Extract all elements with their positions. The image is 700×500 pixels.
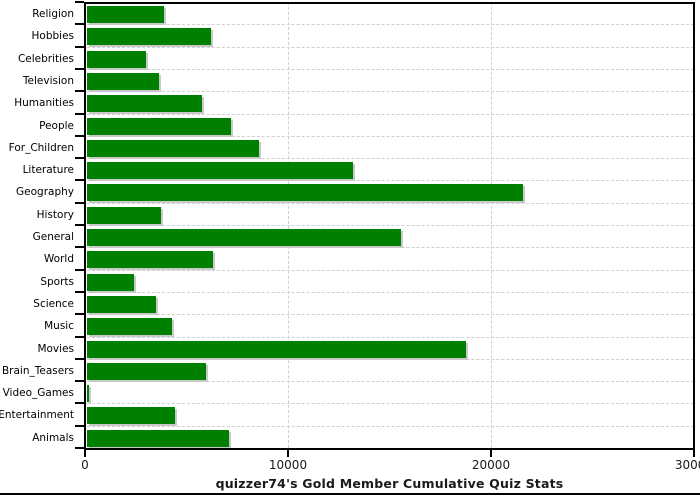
h-gridline [87,247,694,249]
plot-border-top [84,2,695,4]
x-axis-line [84,448,695,450]
bar-entertainment [87,407,176,425]
bar-video_games [87,385,90,403]
x-tick-label: 30000 [674,458,700,472]
y-axis-tick [75,313,84,316]
bar-people [87,117,232,135]
h-gridline [87,314,694,316]
h-gridline [87,291,694,293]
h-gridline [87,135,694,137]
h-gridline [87,381,694,383]
y-axis-tick [75,67,84,70]
y-axis-tick [75,380,84,383]
y-axis-tick [75,1,84,3]
h-gridline [87,68,694,70]
y-axis-tick [75,224,84,226]
bar-brain_teasers [87,362,206,380]
category-label: Video_Games [2,387,74,400]
y-axis-tick [75,112,84,115]
bar-animals [87,429,230,447]
bar-humanities [87,95,202,113]
y-axis-tick [75,357,84,360]
category-label: Sports [40,275,74,288]
bar-history [87,206,162,224]
bar-literature [87,162,353,180]
y-axis-tick [75,424,84,427]
chart-title: quizzer74's Gold Member Cumulative Quiz … [215,476,564,491]
h-gridline [87,113,694,115]
h-gridline [87,180,694,182]
bar-religion [87,6,165,23]
category-label: Humanities [14,97,74,110]
category-label: Brain_Teasers [1,364,74,377]
bar-geography [87,184,524,202]
h-gridline [87,202,694,204]
category-label: General [32,231,74,243]
plot-border-right [693,2,695,450]
h-gridline [87,24,694,26]
x-axis-tick [490,450,492,457]
category-label: World [43,253,74,266]
v-gridline [288,2,289,448]
h-gridline [87,91,694,93]
bar-celebrities [87,50,146,68]
x-axis-tick [84,450,86,457]
category-label: History [36,208,74,221]
x-tick-label: 0 [81,458,89,472]
y-axis-line [84,2,86,450]
h-gridline [87,425,694,427]
y-axis-tick [75,268,84,271]
category-label: Entertainment [0,409,74,422]
y-axis-tick [75,90,84,93]
x-axis-tick [693,450,695,457]
category-label: Science [33,297,74,310]
x-tick-label: 20000 [471,458,511,472]
y-axis-tick [75,179,84,182]
category-label: Religion [32,8,74,20]
bar-music [87,318,173,336]
y-axis-tick [75,134,84,137]
y-axis-tick [75,402,84,405]
h-gridline [87,46,694,48]
category-label: Geography [16,186,74,199]
h-gridline [87,403,694,405]
category-label: Television [22,74,74,87]
y-axis-tick [75,290,84,293]
bottom-border-line [0,493,700,495]
y-axis-tick [75,335,84,338]
category-label: Hobbies [31,30,75,43]
category-label: For_Children [8,141,74,154]
bar-sports [87,273,134,291]
category-label: Music [44,320,74,333]
y-axis-tick [75,447,84,449]
bar-for_children [87,139,259,157]
h-gridline [87,269,694,271]
v-gridline [491,2,492,448]
x-axis-tick [287,450,289,457]
bar-science [87,295,157,313]
y-axis-tick [75,157,84,160]
y-axis-tick [75,246,84,249]
category-label: Celebrities [17,52,74,65]
category-label: Animals [32,431,74,444]
h-gridline [87,358,694,360]
y-axis-tick [75,201,84,204]
h-gridline [87,225,694,226]
bar-movies [87,340,466,358]
bar-television [87,72,160,90]
category-label: People [39,119,74,132]
category-label: Literature [22,164,74,177]
bar-hobbies [87,28,211,46]
h-gridline [87,158,694,160]
bar-world [87,251,213,269]
bar-general [87,229,401,246]
y-axis-tick [75,45,84,48]
x-tick-label: 10000 [268,458,308,472]
h-gridline [87,336,694,338]
y-axis-tick [75,23,84,26]
category-label: Movies [37,342,74,355]
